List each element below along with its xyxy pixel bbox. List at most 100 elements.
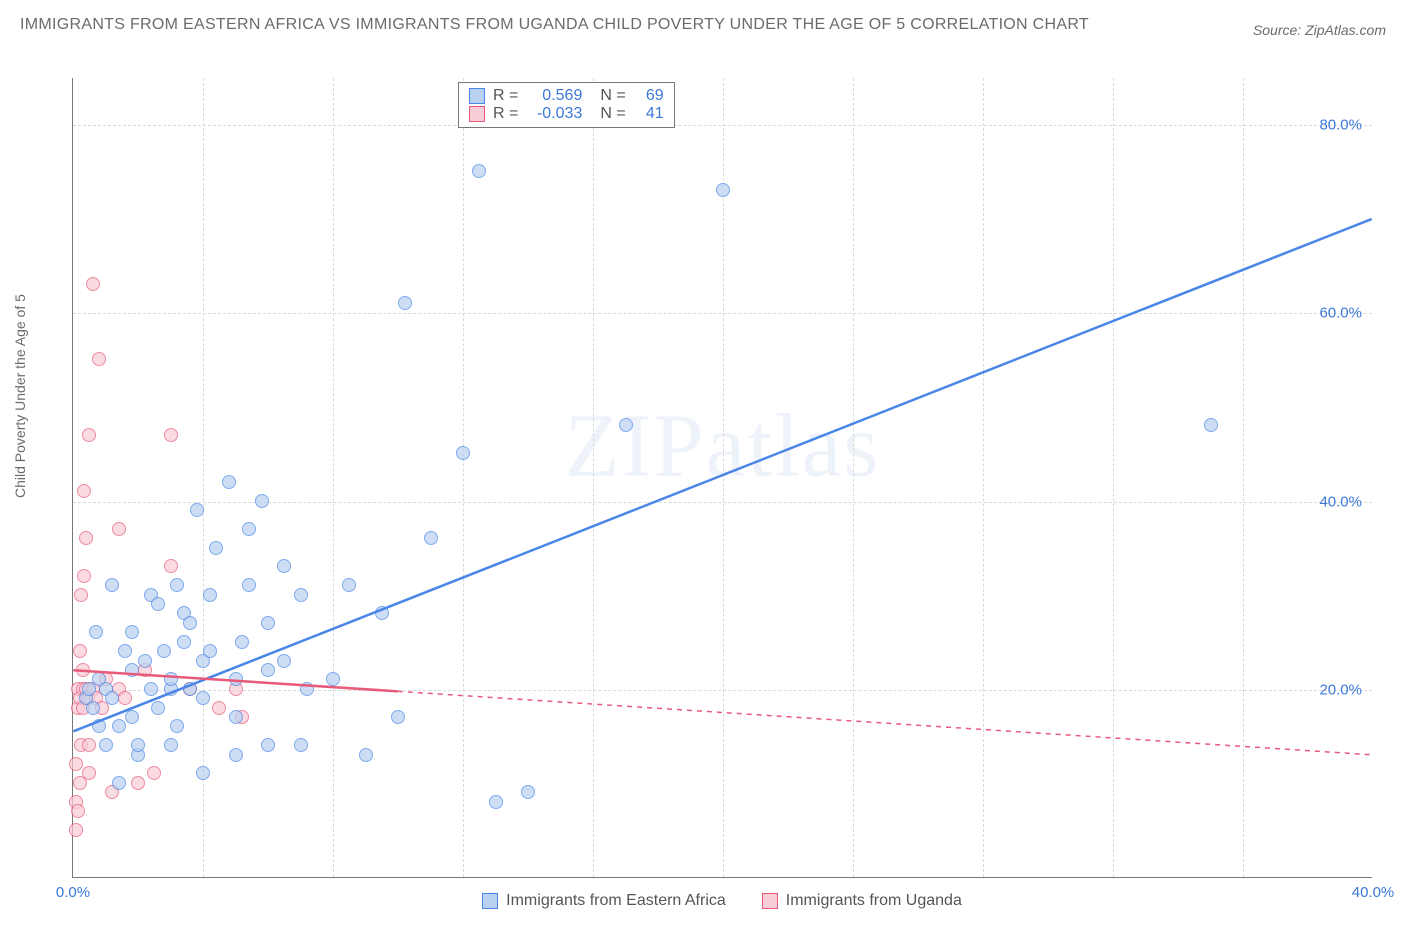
data-point-b bbox=[118, 691, 132, 705]
legend-label-b: Immigrants from Uganda bbox=[786, 892, 962, 910]
data-point-a bbox=[229, 672, 243, 686]
data-point-a bbox=[261, 663, 275, 677]
data-point-a bbox=[164, 738, 178, 752]
legend-label-a: Immigrants from Eastern Africa bbox=[506, 892, 726, 910]
data-point-b bbox=[74, 588, 88, 602]
legend-item-series-a: Immigrants from Eastern Africa bbox=[482, 892, 726, 910]
legend-swatch-b bbox=[762, 893, 778, 909]
data-point-b bbox=[164, 428, 178, 442]
data-point-a bbox=[151, 597, 165, 611]
chart-container: Child Poverty Under the Age of 5 ZIPatla… bbox=[20, 78, 1386, 908]
r-value-b: -0.033 bbox=[526, 105, 582, 123]
data-point-a bbox=[144, 682, 158, 696]
data-point-b bbox=[82, 738, 96, 752]
n-label-b: N = bbox=[600, 105, 625, 123]
grid-line-v bbox=[333, 78, 334, 877]
y-tick-label: 40.0% bbox=[1319, 493, 1362, 510]
data-point-b bbox=[71, 804, 85, 818]
grid-line-v bbox=[1243, 78, 1244, 877]
trendline-b-dashed bbox=[398, 691, 1372, 754]
data-point-a bbox=[112, 719, 126, 733]
data-point-b bbox=[164, 559, 178, 573]
chart-title: IMMIGRANTS FROM EASTERN AFRICA VS IMMIGR… bbox=[20, 12, 1089, 38]
stat-row-series-b: R = -0.033 N = 41 bbox=[469, 105, 664, 123]
plot-area: ZIPatlas R = 0.569 N = 69 R = -0.033 N =… bbox=[72, 78, 1372, 878]
data-point-a bbox=[157, 644, 171, 658]
grid-line-v bbox=[203, 78, 204, 877]
data-point-b bbox=[69, 823, 83, 837]
data-point-b bbox=[82, 428, 96, 442]
data-point-a bbox=[489, 795, 503, 809]
data-point-a bbox=[300, 682, 314, 696]
y-axis-label: Child Poverty Under the Age of 5 bbox=[12, 294, 28, 498]
bottom-legend: Immigrants from Eastern Africa Immigrant… bbox=[72, 892, 1372, 910]
data-point-a bbox=[716, 183, 730, 197]
watermark-zip: ZIP bbox=[565, 396, 706, 495]
data-point-a bbox=[164, 672, 178, 686]
data-point-a bbox=[89, 625, 103, 639]
data-point-a bbox=[151, 701, 165, 715]
grid-line-v bbox=[593, 78, 594, 877]
data-point-a bbox=[326, 672, 340, 686]
data-point-a bbox=[105, 578, 119, 592]
data-point-a bbox=[125, 710, 139, 724]
data-point-a bbox=[170, 719, 184, 733]
swatch-series-a bbox=[469, 88, 485, 104]
data-point-a bbox=[235, 635, 249, 649]
data-point-a bbox=[125, 663, 139, 677]
swatch-series-b bbox=[469, 106, 485, 122]
data-point-a bbox=[277, 654, 291, 668]
grid-line-v bbox=[983, 78, 984, 877]
data-point-a bbox=[203, 588, 217, 602]
data-point-a bbox=[86, 701, 100, 715]
data-point-a bbox=[229, 710, 243, 724]
r-label-a: R = bbox=[493, 87, 518, 105]
data-point-a bbox=[138, 654, 152, 668]
n-value-a: 69 bbox=[634, 87, 664, 105]
data-point-a bbox=[177, 635, 191, 649]
data-point-a bbox=[105, 691, 119, 705]
data-point-a bbox=[619, 418, 633, 432]
grid-line-v bbox=[723, 78, 724, 877]
data-point-a bbox=[203, 644, 217, 658]
data-point-b bbox=[69, 757, 83, 771]
data-point-a bbox=[456, 446, 470, 460]
data-point-b bbox=[76, 663, 90, 677]
data-point-a bbox=[131, 738, 145, 752]
n-label-a: N = bbox=[600, 87, 625, 105]
data-point-a bbox=[261, 738, 275, 752]
data-point-a bbox=[183, 616, 197, 630]
y-tick-label: 60.0% bbox=[1319, 305, 1362, 322]
data-point-a bbox=[222, 475, 236, 489]
data-point-a bbox=[294, 588, 308, 602]
data-point-a bbox=[118, 644, 132, 658]
data-point-a bbox=[1204, 418, 1218, 432]
data-point-b bbox=[147, 766, 161, 780]
data-point-a bbox=[375, 606, 389, 620]
r-value-a: 0.569 bbox=[526, 87, 582, 105]
data-point-a bbox=[398, 296, 412, 310]
y-tick-label: 20.0% bbox=[1319, 681, 1362, 698]
data-point-a bbox=[92, 719, 106, 733]
data-point-a bbox=[261, 616, 275, 630]
data-point-b bbox=[112, 522, 126, 536]
n-value-b: 41 bbox=[634, 105, 664, 123]
data-point-a bbox=[183, 682, 197, 696]
data-point-a bbox=[342, 578, 356, 592]
data-point-b bbox=[92, 352, 106, 366]
data-point-a bbox=[277, 559, 291, 573]
data-point-a bbox=[424, 531, 438, 545]
data-point-a bbox=[170, 578, 184, 592]
data-point-b bbox=[86, 277, 100, 291]
data-point-a bbox=[196, 766, 210, 780]
data-point-a bbox=[112, 776, 126, 790]
legend-swatch-a bbox=[482, 893, 498, 909]
data-point-a bbox=[391, 710, 405, 724]
data-point-a bbox=[99, 738, 113, 752]
data-point-a bbox=[242, 578, 256, 592]
data-point-b bbox=[131, 776, 145, 790]
watermark-atlas: atlas bbox=[706, 396, 881, 495]
data-point-a bbox=[229, 748, 243, 762]
grid-line-v bbox=[463, 78, 464, 877]
data-point-b bbox=[77, 484, 91, 498]
